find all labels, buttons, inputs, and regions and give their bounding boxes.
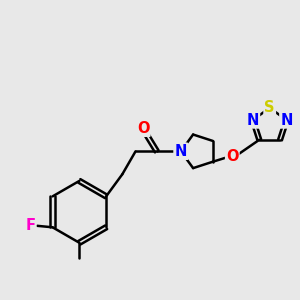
Text: N: N	[247, 112, 259, 128]
Text: S: S	[264, 100, 275, 115]
Text: O: O	[137, 121, 149, 136]
Text: N: N	[175, 144, 187, 159]
Text: N: N	[280, 112, 293, 128]
Text: F: F	[26, 218, 35, 233]
Text: N: N	[175, 144, 187, 159]
Text: O: O	[226, 149, 239, 164]
